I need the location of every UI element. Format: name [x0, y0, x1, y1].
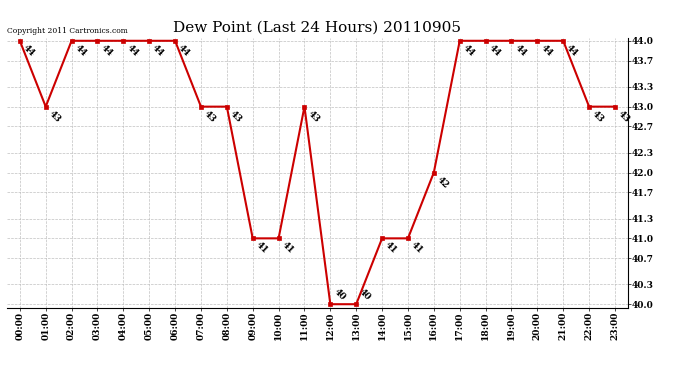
Text: 44: 44 — [73, 43, 88, 58]
Text: 43: 43 — [202, 109, 217, 124]
Text: 43: 43 — [228, 109, 244, 124]
Text: 44: 44 — [539, 43, 554, 58]
Title: Dew Point (Last 24 Hours) 20110905: Dew Point (Last 24 Hours) 20110905 — [173, 21, 462, 35]
Text: 42: 42 — [435, 175, 451, 190]
Text: 44: 44 — [564, 43, 580, 58]
Text: 41: 41 — [280, 240, 295, 256]
Text: Copyright 2011 Cartronics.com: Copyright 2011 Cartronics.com — [7, 27, 128, 35]
Text: 41: 41 — [384, 240, 399, 256]
Text: 41: 41 — [254, 240, 269, 256]
Text: 43: 43 — [591, 109, 606, 124]
Text: 44: 44 — [461, 43, 476, 58]
Text: 40: 40 — [332, 287, 347, 302]
Text: 44: 44 — [487, 43, 502, 58]
Text: 43: 43 — [616, 109, 631, 124]
Text: 44: 44 — [177, 43, 192, 58]
Text: 44: 44 — [21, 43, 37, 58]
Text: 44: 44 — [513, 43, 528, 58]
Text: 43: 43 — [47, 109, 62, 124]
Text: 44: 44 — [150, 43, 166, 58]
Text: 43: 43 — [306, 109, 321, 124]
Text: 44: 44 — [125, 43, 140, 58]
Text: 41: 41 — [409, 240, 424, 256]
Text: 40: 40 — [357, 287, 373, 302]
Text: 44: 44 — [99, 43, 114, 58]
